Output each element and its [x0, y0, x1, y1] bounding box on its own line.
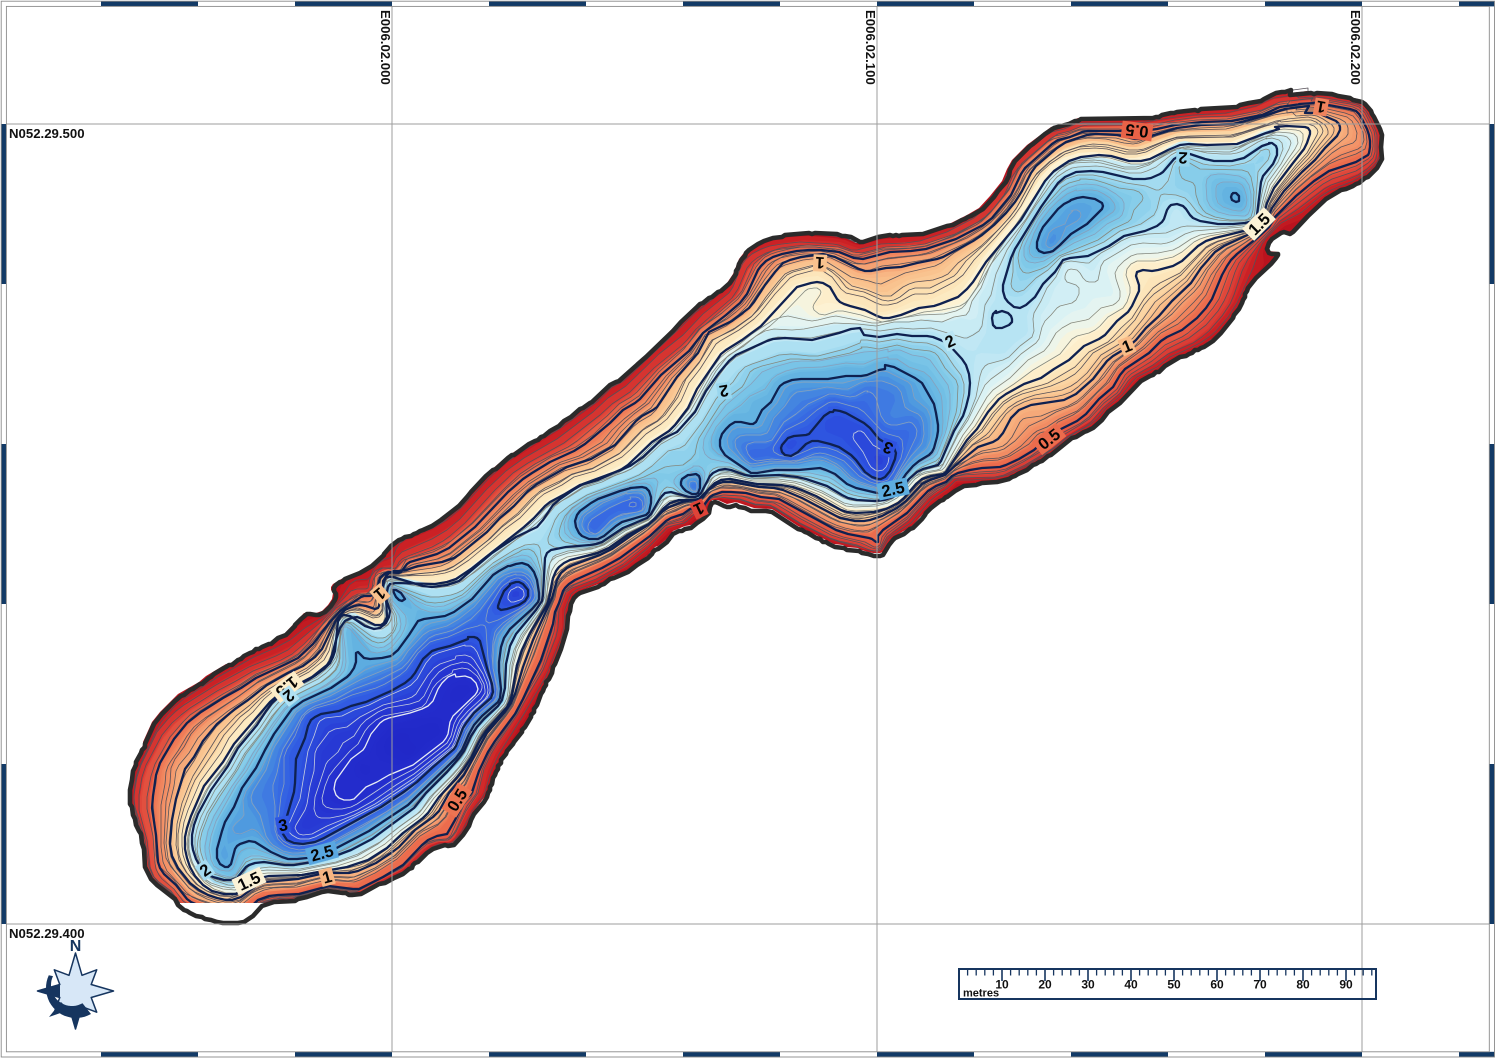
- svg-text:2.5: 2.5: [880, 479, 906, 501]
- svg-text:60: 60: [1210, 978, 1224, 992]
- svg-text:1: 1: [1315, 97, 1327, 116]
- svg-text:30: 30: [1081, 978, 1095, 992]
- svg-text:20: 20: [1038, 978, 1052, 992]
- svg-text:2: 2: [718, 381, 730, 400]
- svg-text:10: 10: [995, 978, 1009, 992]
- svg-text:1: 1: [320, 868, 334, 888]
- svg-text:N: N: [70, 938, 82, 955]
- svg-text:E006.02.100: E006.02.100: [863, 10, 878, 85]
- svg-text:E006.02.000: E006.02.000: [378, 10, 393, 85]
- svg-text:1: 1: [815, 253, 825, 271]
- svg-text:3: 3: [277, 816, 289, 835]
- svg-text:80: 80: [1296, 978, 1310, 992]
- svg-text:2.5: 2.5: [309, 842, 336, 865]
- svg-text:2: 2: [1178, 148, 1188, 166]
- svg-text:40: 40: [1124, 978, 1138, 992]
- svg-text:N052.29.500: N052.29.500: [9, 126, 85, 141]
- svg-text:90: 90: [1339, 978, 1353, 992]
- svg-text:50: 50: [1167, 978, 1181, 992]
- svg-text:0.5: 0.5: [1125, 120, 1150, 141]
- svg-text:metres: metres: [963, 988, 999, 1000]
- svg-text:E006.02.200: E006.02.200: [1348, 10, 1363, 85]
- svg-text:70: 70: [1253, 978, 1267, 992]
- svg-text:N052.29.400: N052.29.400: [9, 926, 85, 941]
